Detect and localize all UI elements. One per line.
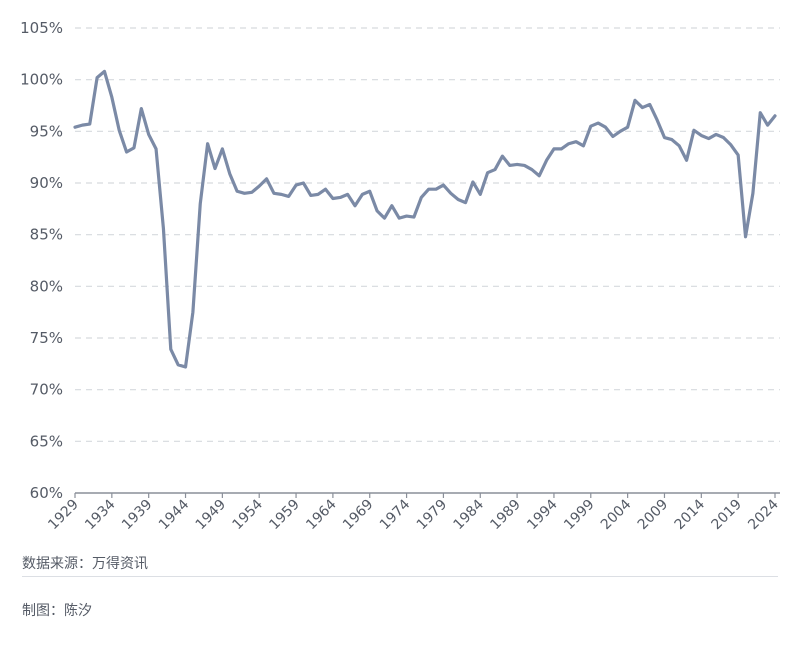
x-tick-label: 1934 — [82, 496, 119, 533]
x-tick-label: 2004 — [598, 496, 635, 533]
x-tick-label: 2024 — [745, 496, 782, 533]
y-tick-label: 95% — [30, 122, 63, 140]
y-tick-label: 80% — [30, 277, 63, 295]
y-tick-label: 75% — [30, 329, 63, 347]
x-tick-label: 1964 — [303, 496, 340, 533]
x-tick-label: 1949 — [193, 497, 230, 534]
x-tick-label: 1959 — [266, 497, 303, 534]
y-tick-label: 85% — [30, 226, 63, 244]
gridlines — [75, 27, 780, 442]
x-tick-label: 1999 — [561, 497, 598, 534]
line-chart: 60% 65% 70% 75% 80% 85% 90% 95% 100% 105% 1929 193… — [20, 19, 782, 533]
x-tick-label: 2014 — [672, 496, 709, 533]
x-tick-label: 1939 — [119, 497, 156, 534]
x-tick-label: 1969 — [340, 497, 377, 534]
x-tick-label: 1974 — [377, 496, 414, 533]
series-line-0 — [73, 69, 777, 369]
x-tick-label: 2009 — [635, 497, 672, 534]
y-tick-label: 100% — [20, 71, 63, 89]
y-tick-label: 70% — [30, 381, 63, 399]
x-tick-label: 1984 — [451, 496, 488, 533]
x-axis-tick-labels: 1929 1934 1939 1944 1949 1954 1959 1964 1969 1974… — [45, 496, 782, 533]
chart-credit: 制图：陈汐 — [22, 603, 92, 619]
data-source-note: 数据来源：万得资讯 — [22, 556, 148, 572]
x-tick-label: 1954 — [230, 496, 267, 533]
y-tick-label: 65% — [30, 432, 63, 450]
x-axis — [74, 492, 780, 498]
footer-divider — [22, 576, 778, 577]
y-tick-label: 105% — [20, 19, 63, 37]
y-axis-tick-labels: 60% 65% 70% 75% 80% 85% 90% 95% 100% 105% — [20, 19, 63, 502]
series — [73, 69, 777, 369]
x-tick-label: 1989 — [487, 497, 524, 534]
x-tick-label: 2019 — [708, 497, 745, 534]
y-tick-label: 90% — [30, 174, 63, 192]
x-tick-label: 1994 — [524, 496, 561, 533]
x-tick-label: 1944 — [156, 496, 193, 533]
y-tick-label: 60% — [30, 484, 63, 502]
x-tick-label: 1979 — [414, 497, 451, 534]
